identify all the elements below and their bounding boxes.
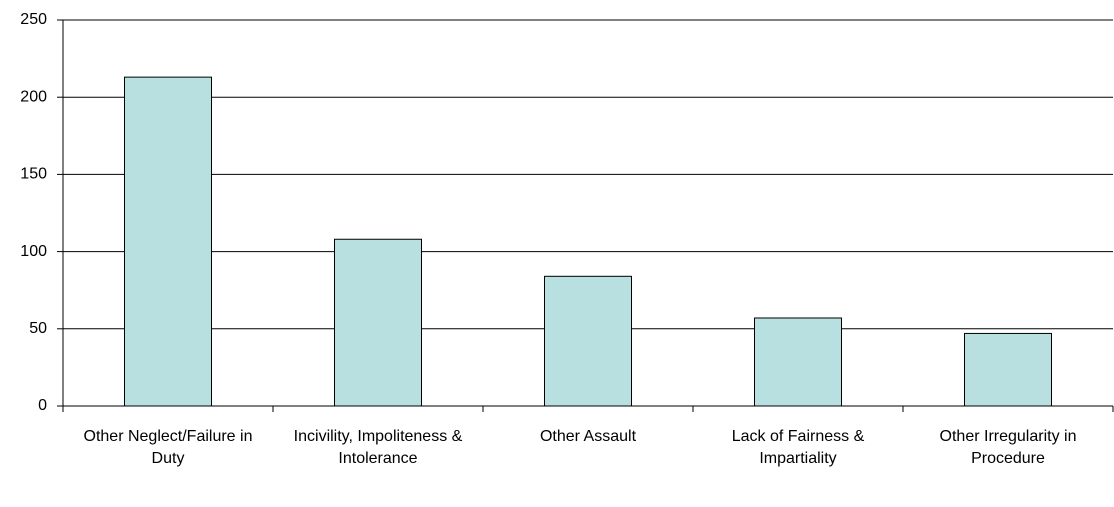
- y-tick-label: 50: [29, 320, 47, 337]
- bar: [964, 332, 1052, 407]
- y-tick-label: 100: [20, 243, 47, 260]
- x-tick-label: Other Irregularity in Procedure: [939, 428, 1077, 467]
- y-tick-label: 0: [38, 397, 47, 414]
- bar: [334, 238, 422, 407]
- x-tick-label: Lack of Fairness & Impartiality: [731, 428, 865, 467]
- y-tick-label: 200: [20, 88, 47, 105]
- x-tick-label: Other Assault: [539, 428, 637, 445]
- bar: [544, 275, 632, 407]
- x-tick-label: Other Neglect/Failure in Duty: [83, 428, 253, 467]
- x-tick-label: Incivility, Impoliteness & Intolerance: [293, 428, 463, 467]
- bar: [754, 317, 842, 407]
- bar: [124, 76, 212, 407]
- y-tick-label: 250: [20, 11, 47, 28]
- y-tick-label: 150: [20, 166, 47, 183]
